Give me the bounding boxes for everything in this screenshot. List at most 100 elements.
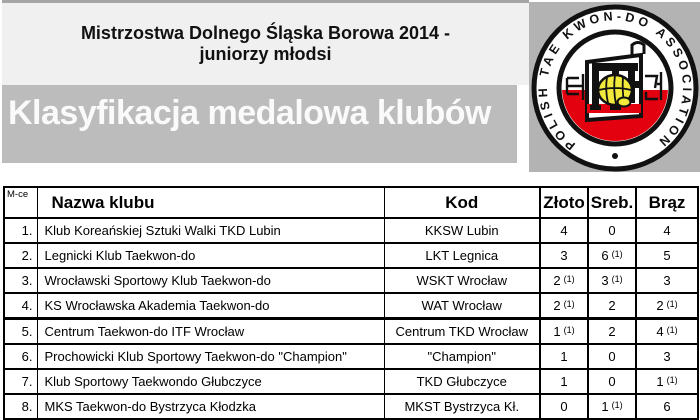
gold-value: 3 xyxy=(560,248,568,263)
column-header-gold: Złoto xyxy=(539,186,589,219)
silver-value: 1 xyxy=(601,399,609,414)
gold-value: 4 xyxy=(560,223,568,238)
gold-value: 1 xyxy=(560,349,568,364)
club-name-cell: Klub Koreańskiej Sztuki Walki TKD Lubin xyxy=(36,217,385,244)
place-cell: 5. xyxy=(3,317,38,345)
document-header: Mistrzostwa Dolnego Śląska Borowa 2014 -… xyxy=(2,0,529,85)
place-cell: 7. xyxy=(3,368,38,395)
column-header-silver: Sreb. xyxy=(587,186,637,219)
club-name-cell: Klub Sportowy Taekwondo Głubczyce xyxy=(36,368,385,395)
club-code-cell: "Champion" xyxy=(383,343,541,370)
page-title-line2: juniorzy młodsi xyxy=(199,44,332,64)
bronze-count-cell: 3 xyxy=(635,267,699,294)
silver-value: 3 xyxy=(601,273,609,288)
silver-value: 2 xyxy=(608,324,616,339)
itf-association-logo-icon: POLISH TAE KWON-DO ASSOCIATION xyxy=(531,4,699,172)
medal-table: M-ce Nazwa klubu Kod Złoto Sreb. Brąz 1.… xyxy=(3,186,699,420)
bronze-value: 3 xyxy=(663,273,671,288)
gold-footnote: (1) xyxy=(563,274,575,284)
table-row: 7. Klub Sportowy Taekwondo Głubczyce TKD G… xyxy=(3,368,699,395)
place-cell: 1. xyxy=(3,217,38,244)
club-code-cell: Centrum TKD Wrocław xyxy=(383,317,541,345)
silver-count-cell: 3 (1) xyxy=(587,267,637,294)
silver-footnote: (1) xyxy=(611,249,623,259)
bronze-value: 4 xyxy=(663,223,671,238)
gold-value: 1 xyxy=(553,324,561,339)
bronze-footnote: (1) xyxy=(666,325,678,335)
table-row: 6. Prochowicki Klub Sportowy Taekwon-do "… xyxy=(3,343,699,370)
club-name-cell: MKS Taekwon-do Bystrzyca Kłodzka xyxy=(36,393,385,420)
gold-count-cell: 4 xyxy=(539,217,589,244)
club-name-cell: Prochowicki Klub Sportowy Taekwon-do "Ch… xyxy=(36,343,385,370)
column-header-bronze: Brąz xyxy=(635,186,699,219)
bronze-value: 4 xyxy=(656,324,664,339)
place-cell: 4. xyxy=(3,292,38,320)
gold-value: 2 xyxy=(553,273,561,288)
silver-count-cell: 2 xyxy=(587,317,637,345)
table-row: 4. KS Wrocławska Akademia Taekwon-do WAT W… xyxy=(3,292,699,320)
club-name-cell: Centrum Taekwon-do ITF Wrocław xyxy=(36,317,385,345)
silver-count-cell: 6 (1) xyxy=(587,242,637,269)
gold-value: 0 xyxy=(560,399,568,414)
bronze-value: 2 xyxy=(656,298,664,313)
club-code-cell: TKD Głubczyce xyxy=(383,368,541,395)
bronze-count-cell: 1 (1) xyxy=(635,368,699,395)
place-cell: 3. xyxy=(3,267,38,294)
table-row: 5. Centrum Taekwon-do ITF Wrocław Centrum … xyxy=(3,317,699,345)
silver-count-cell: 0 xyxy=(587,343,637,370)
bronze-count-cell: 5 xyxy=(635,242,699,269)
column-header-club: Nazwa klubu xyxy=(36,186,385,219)
bronze-count-cell: 3 xyxy=(635,343,699,370)
club-code-cell: LKT Legnica xyxy=(383,242,541,269)
bronze-footnote: (1) xyxy=(666,299,678,309)
silver-footnote: (1) xyxy=(611,274,623,284)
silver-value: 0 xyxy=(608,374,616,389)
table-row: 2. Legnicki Klub Taekwon-do LKT Legnica 3 6(… xyxy=(3,242,699,269)
club-name-cell: Wrocławski Sportowy Klub Taekwon-do xyxy=(36,267,385,294)
column-header-place: M-ce xyxy=(3,186,38,219)
place-cell: 8. xyxy=(3,393,38,420)
gold-count-cell: 1 xyxy=(539,368,589,395)
club-code-cell: KKSW Lubin xyxy=(383,217,541,244)
table-row: 3. Wrocławski Sportowy Klub Taekwon-do WSK… xyxy=(3,267,699,294)
club-code-cell: WSKT Wrocław xyxy=(383,267,541,294)
silver-count-cell: 0 xyxy=(587,368,637,395)
place-cell: 2. xyxy=(3,242,38,269)
club-code-cell: WAT Wrocław xyxy=(383,292,541,320)
club-name-cell: Legnicki Klub Taekwon-do xyxy=(36,242,385,269)
club-name-cell: KS Wrocławska Akademia Taekwon-do xyxy=(36,292,385,320)
bronze-count-cell: 4 (1) xyxy=(635,317,699,345)
gold-count-cell: 0 xyxy=(539,393,589,420)
bronze-value: 6 xyxy=(663,399,671,414)
page-title: Mistrzostwa Dolnego Śląska Borowa 2014 -… xyxy=(81,23,450,65)
medal-table-container: M-ce Nazwa klubu Kod Złoto Sreb. Brąz 1.… xyxy=(3,186,699,420)
bronze-count-cell: 2 (1) xyxy=(635,292,699,320)
gold-count-cell: 1 (1) xyxy=(539,317,589,345)
silver-value: 6 xyxy=(601,248,609,263)
page-title-line1: Mistrzostwa Dolnego Śląska Borowa 2014 - xyxy=(80,23,451,43)
bronze-value: 5 xyxy=(663,248,671,263)
table-row: 8. MKS Taekwon-do Bystrzyca Kłodzka MKST B… xyxy=(3,393,699,420)
bronze-count-cell: 6 xyxy=(635,393,699,420)
table-header-row: M-ce Nazwa klubu Kod Złoto Sreb. Brąz xyxy=(3,186,699,219)
bronze-count-cell: 4 xyxy=(635,217,699,244)
silver-count-cell: 2 xyxy=(587,292,637,320)
table-row: 1. Klub Koreańskiej Sztuki Walki TKD Lubi… xyxy=(3,217,699,244)
gold-value: 2 xyxy=(553,298,561,313)
silver-count-cell: 0 xyxy=(587,217,637,244)
bronze-value: 1 xyxy=(656,374,664,389)
gold-footnote: (1) xyxy=(563,299,575,309)
gold-count-cell: 1 xyxy=(539,343,589,370)
gold-value: 1 xyxy=(560,374,568,389)
silver-value: 0 xyxy=(608,223,616,238)
gold-count-cell: 3 xyxy=(539,242,589,269)
section-banner-title: Klasyfikacja medalowa klubów xyxy=(8,94,491,132)
silver-count-cell: 1 (1) xyxy=(587,393,637,420)
bronze-value: 3 xyxy=(663,349,671,364)
place-cell: 6. xyxy=(3,343,38,370)
club-code-cell: MKST Bystrzyca Kł. xyxy=(383,393,541,420)
gold-footnote: (1) xyxy=(563,325,575,335)
gold-count-cell: 2 (1) xyxy=(539,267,589,294)
section-banner: Klasyfikacja medalowa klubów xyxy=(2,85,517,163)
logo-block: POLISH TAE KWON-DO ASSOCIATION xyxy=(529,2,700,172)
